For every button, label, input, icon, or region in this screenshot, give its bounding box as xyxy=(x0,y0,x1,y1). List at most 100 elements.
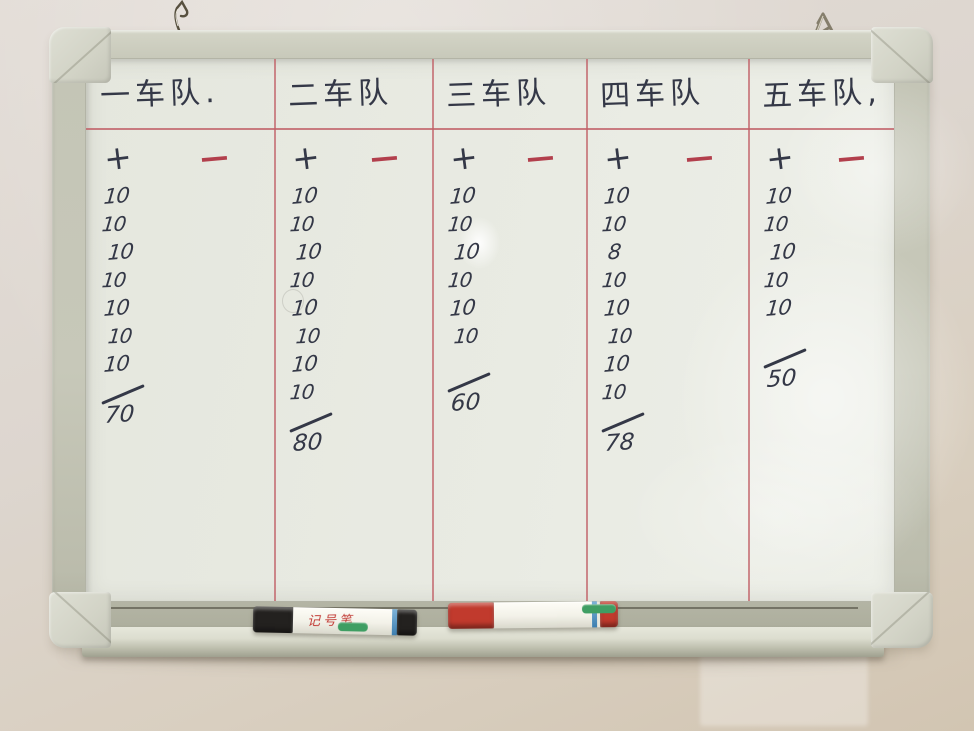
score-entry: 10 xyxy=(106,323,133,349)
score-entry: 10 xyxy=(290,182,318,210)
faint-smudge xyxy=(282,289,304,313)
score-entry: 10 xyxy=(446,211,473,237)
column-header: 一车队. xyxy=(99,74,221,114)
score-entry: 10 xyxy=(600,267,627,293)
score-entry: 10 xyxy=(768,238,796,266)
column-total: 80 xyxy=(291,429,324,457)
score-flow: 10 10 10 10 10 10 10 70 xyxy=(100,182,146,429)
score-entry: 10 xyxy=(602,182,630,210)
corner-cap xyxy=(871,592,933,648)
column-total: 78 xyxy=(603,429,636,457)
column-divider-line xyxy=(748,59,750,601)
score-entry: 10 xyxy=(452,238,480,266)
column-header: 四车队 xyxy=(599,75,706,114)
score-list: 10 10 10 10 10 10 10 xyxy=(100,182,146,379)
score-entry: 10 xyxy=(294,238,322,266)
column-total: 60 xyxy=(449,389,482,417)
corner-cap xyxy=(49,27,111,83)
header-divider-line xyxy=(86,128,894,130)
minus-sign: − xyxy=(196,137,233,179)
column-total: 50 xyxy=(765,365,798,393)
plus-minus-row: + − xyxy=(289,136,424,179)
whiteboard: 一车队. + − 10 10 10 10 10 10 10 70 二车队 + − 10 10 1… xyxy=(49,27,974,657)
score-entry: 10 xyxy=(290,294,318,322)
corner-cap xyxy=(49,592,111,648)
score-flow: 10 10 8 10 10 10 10 10 78 xyxy=(600,182,646,457)
column-divider-line xyxy=(432,59,434,601)
whiteboard-surface: 一车队. + − 10 10 10 10 10 10 10 70 二车队 + − 10 10 1… xyxy=(85,58,974,602)
score-entry: 10 xyxy=(602,294,630,322)
score-column: 三车队 + − 10 10 10 10 10 10 60 xyxy=(432,59,586,601)
score-column: 五车队, + − 10 10 10 10 10 50 xyxy=(748,59,894,601)
score-entry: 10 xyxy=(100,267,127,293)
marker-cap xyxy=(447,602,495,629)
score-entry: 10 xyxy=(288,267,315,293)
minus-sign: − xyxy=(680,137,718,179)
score-list: 10 10 8 10 10 10 10 10 xyxy=(600,182,646,407)
score-entry: 10 xyxy=(600,211,627,237)
score-column: 一车队. + − 10 10 10 10 10 10 10 70 xyxy=(86,59,274,601)
column-header: 五车队, xyxy=(761,74,883,114)
minus-sign: − xyxy=(521,137,559,179)
marker-tray xyxy=(82,627,884,657)
score-entry: 10 xyxy=(102,350,130,378)
columns: 一车队. + − 10 10 10 10 10 10 10 70 二车队 + − 10 10 1… xyxy=(86,59,894,601)
red-marker xyxy=(447,601,619,629)
score-entry: 10 xyxy=(106,238,134,266)
score-entry: 10 xyxy=(764,294,792,322)
score-entry: 10 xyxy=(762,211,789,237)
marker-green-label xyxy=(581,604,616,614)
marker-body: 记号笔 xyxy=(292,607,393,636)
plus-minus-row: + − xyxy=(601,136,740,179)
score-entry: 8 xyxy=(606,239,622,265)
plus-sign: + xyxy=(101,136,134,179)
score-entry: 10 xyxy=(102,294,130,322)
score-entry: 10 xyxy=(764,182,792,210)
marker-body xyxy=(493,601,616,629)
score-flow: 10 10 10 10 10 10 10 10 80 xyxy=(288,182,334,457)
score-list: 10 10 10 10 10 10 10 10 xyxy=(288,182,334,407)
column-total: 70 xyxy=(103,401,136,429)
score-entry: 10 xyxy=(102,182,130,210)
score-entry: 10 xyxy=(452,323,479,349)
score-entry: 10 xyxy=(288,211,315,237)
marker-tip xyxy=(396,609,418,636)
score-entry: 10 xyxy=(448,294,476,322)
plus-minus-row: + − xyxy=(447,136,578,179)
score-entry: 10 xyxy=(606,323,633,349)
spacer xyxy=(448,351,492,367)
plus-sign: + xyxy=(289,136,322,179)
column-header: 二车队 xyxy=(287,75,394,114)
column-header: 三车队 xyxy=(445,75,552,114)
score-entry: 10 xyxy=(448,182,476,210)
score-column: 四车队 + − 10 10 8 10 10 10 10 10 78 xyxy=(586,59,748,601)
marker-cap xyxy=(252,606,294,634)
score-entry: 10 xyxy=(294,323,321,349)
plus-sign: + xyxy=(447,136,480,179)
plus-minus-row: + − xyxy=(763,136,886,179)
score-entry: 10 xyxy=(446,267,473,293)
plus-minus-row: + − xyxy=(101,136,266,179)
wall-hook-icon xyxy=(174,0,189,32)
plus-sign: + xyxy=(601,136,634,179)
minus-sign: − xyxy=(366,137,403,179)
black-marker: 记号笔 xyxy=(252,606,418,636)
column-divider-line xyxy=(274,59,276,601)
score-list: 10 10 10 10 10 xyxy=(762,182,808,323)
marker-fine-print xyxy=(500,607,570,625)
score-entry: 10 xyxy=(100,211,127,237)
score-entry: 10 xyxy=(290,350,318,378)
spacer xyxy=(764,323,808,343)
column-divider-line xyxy=(586,59,588,601)
score-entry: 10 xyxy=(762,267,789,293)
score-entry: 10 xyxy=(600,379,627,405)
marker-green-label xyxy=(337,622,368,632)
plus-sign: + xyxy=(763,136,796,179)
score-entry: 10 xyxy=(288,379,315,405)
score-column: 二车队 + − 10 10 10 10 10 10 10 10 80 xyxy=(274,59,432,601)
minus-sign: − xyxy=(833,137,870,179)
score-entry: 10 xyxy=(602,350,630,378)
score-flow: 10 10 10 10 10 10 60 xyxy=(446,182,492,417)
score-flow: 10 10 10 10 10 50 xyxy=(762,182,808,393)
